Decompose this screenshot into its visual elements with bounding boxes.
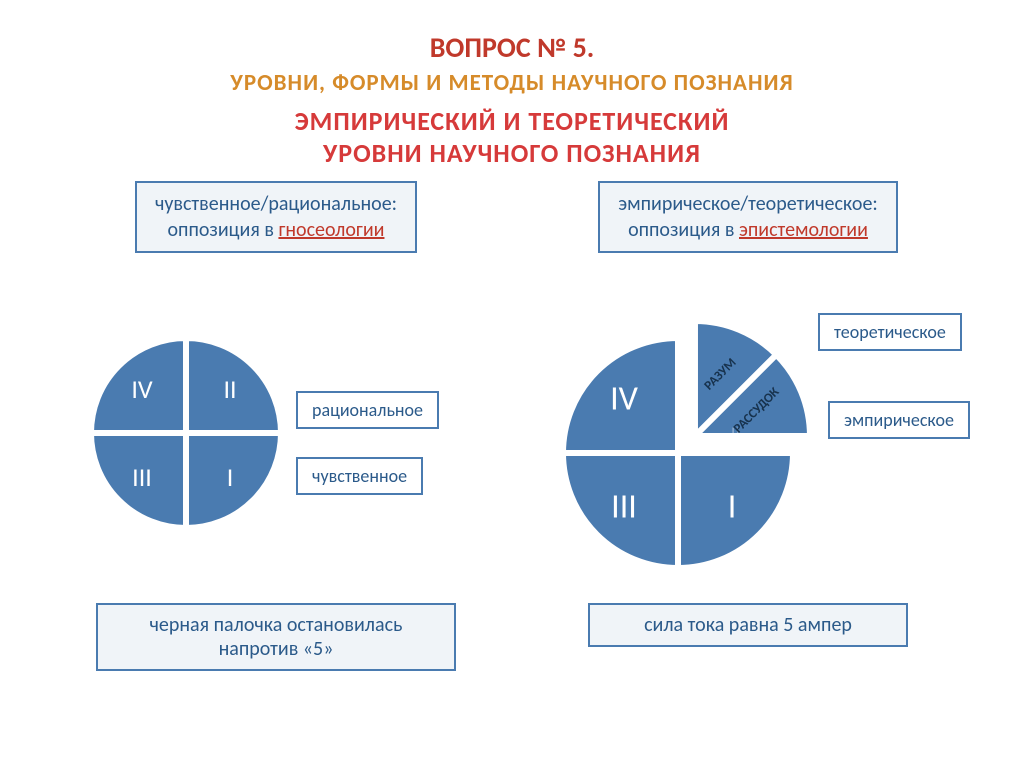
right-diagram: IVIIIIIIРАЗУМРАССУДОК теоретическое эмпи… <box>528 273 968 593</box>
left-footer-box: черная палочка остановилась напротив «5» <box>96 603 456 671</box>
left-header-pre: чувственное/рациональное: <box>155 192 397 216</box>
right-header-post-a: оппозиция в <box>628 218 739 242</box>
right-footer-box: сила тока равна 5 ампер <box>588 603 908 647</box>
left-column: чувственное/рациональное: оппозиция в гн… <box>56 181 496 671</box>
svg-text:IV: IV <box>131 373 153 405</box>
right-header-post-b: эпистемологии <box>739 218 868 242</box>
svg-text:III: III <box>132 461 152 493</box>
svg-text:II: II <box>223 373 236 405</box>
left-header-box: чувственное/рациональное: оппозиция в гн… <box>135 181 417 253</box>
right-header-box: эмпирическое/теоретическое: оппозиция в … <box>598 181 898 253</box>
title-line-2: УРОВНИ, ФОРМЫ И МЕТОДЫ НАУЧНОГО ПОЗНАНИЯ <box>0 69 1024 97</box>
title-line-3b: УРОВНИ НАУЧНОГО ПОЗНАНИЯ <box>323 137 701 169</box>
left-label-sensory: чувственное <box>296 457 423 495</box>
right-header-pre: эмпирическое/теоретическое: <box>618 192 878 216</box>
title-line-1: ВОПРОС № 5. <box>0 30 1024 65</box>
svg-text:I: I <box>227 461 234 493</box>
title-line-3a: ЭМПИРИЧЕСКИЙ И ТЕОРЕТИЧЕСКИЙ <box>295 105 730 137</box>
left-header-post-b: гносеологии <box>278 218 384 242</box>
right-label-empirical: эмпирическое <box>828 401 970 439</box>
svg-text:I: I <box>728 487 737 528</box>
left-diagram: IVIIIIII рациональное чувственное <box>56 273 496 593</box>
left-pie-svg: IVIIIIII <box>56 273 496 593</box>
svg-text:IV: IV <box>610 379 639 420</box>
right-column: эмпирическое/теоретическое: оппозиция в … <box>528 181 968 671</box>
svg-text:III: III <box>611 487 637 528</box>
right-label-theoretical: теоретическое <box>818 313 962 351</box>
columns: чувственное/рациональное: оппозиция в гн… <box>0 181 1024 671</box>
title-line-3: ЭМПИРИЧЕСКИЙ И ТЕОРЕТИЧЕСКИЙ УРОВНИ НАУЧ… <box>0 105 1024 169</box>
left-label-rational: рациональное <box>296 391 439 429</box>
left-header-post-a: оппозиция в <box>168 218 279 242</box>
title-block: ВОПРОС № 5. УРОВНИ, ФОРМЫ И МЕТОДЫ НАУЧН… <box>0 0 1024 169</box>
